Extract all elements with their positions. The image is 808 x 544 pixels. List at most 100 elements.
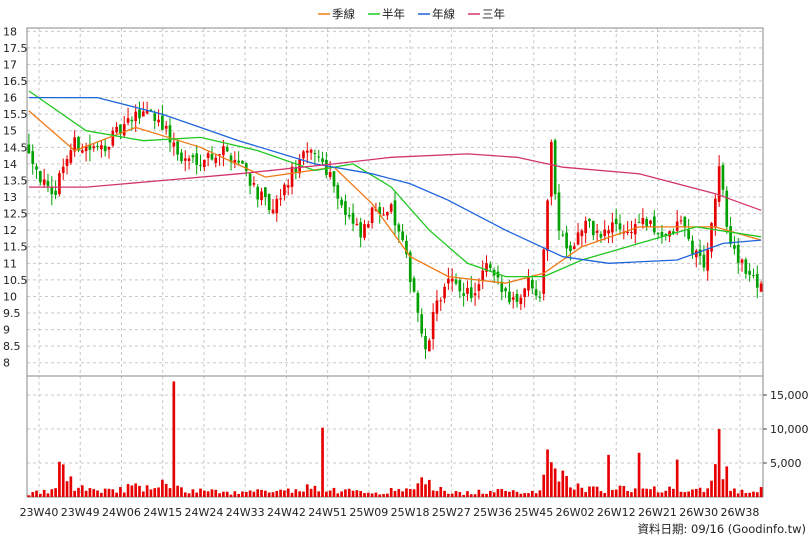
volume-bar (290, 492, 294, 497)
candle-body (633, 224, 637, 235)
volume-bar (466, 491, 469, 497)
candle-body (340, 199, 343, 206)
candle-body (363, 224, 366, 238)
volume-bar (332, 487, 336, 497)
candle-body (168, 125, 172, 143)
volume-bar (420, 477, 424, 497)
volume-bar (515, 491, 519, 497)
candle-body (630, 232, 633, 234)
volume-bar (504, 490, 507, 497)
volume-bar (439, 486, 443, 497)
candle-body (267, 193, 271, 211)
volume-bar (172, 381, 176, 497)
volume-bar (122, 492, 126, 497)
volume-bar (443, 490, 446, 497)
price-tick-label: 15 (3, 125, 17, 138)
candle-body (141, 111, 145, 117)
volume-bar (210, 489, 214, 497)
candle-body (485, 263, 488, 272)
candle-body (191, 155, 195, 158)
volume-bar (622, 486, 626, 497)
candle-body (611, 222, 614, 233)
volume-bar (672, 488, 675, 497)
volume-bar (157, 487, 160, 497)
candle-body (576, 232, 580, 245)
volume-bar (161, 479, 164, 497)
candle-body (713, 198, 717, 227)
volume-bar (218, 493, 221, 497)
candle-body (313, 152, 317, 154)
volume-bar (569, 487, 572, 497)
candle-body (538, 296, 542, 298)
candle-body (50, 187, 54, 195)
candle-body (65, 159, 69, 166)
legend-label: 季線 (332, 7, 355, 21)
date-tick-label: 26W30 (679, 506, 718, 519)
candle-body (740, 259, 744, 263)
volume-bar (256, 489, 260, 497)
volume-bar (294, 489, 298, 497)
candle-body (248, 173, 252, 186)
plot-frame (26, 27, 764, 498)
volume-bar (309, 488, 313, 497)
volume-bar (511, 490, 515, 497)
volume-bar (141, 491, 145, 497)
volume-bar (325, 491, 328, 497)
candle-body (130, 119, 134, 122)
volume-bar (492, 492, 496, 497)
date-tick-label: 24W33 (226, 506, 265, 519)
volume-bar (599, 491, 603, 497)
date-tick-label: 25W09 (349, 506, 388, 519)
volume-bar (557, 481, 561, 497)
date-tick-label: 26W12 (597, 506, 636, 519)
candle-body (298, 158, 301, 174)
candle-body (698, 249, 702, 256)
price-tick-label: 11.5 (3, 241, 28, 254)
volume-bar (645, 488, 649, 497)
candle-body (694, 250, 698, 258)
candle-body (210, 153, 214, 160)
candle-body (664, 233, 668, 236)
volume-bar (279, 489, 282, 497)
candle-body (225, 146, 229, 152)
candle-body (668, 231, 671, 237)
date-tick-label: 24W42 (267, 506, 306, 519)
volume-bar (393, 490, 397, 497)
volume-bar (668, 486, 671, 497)
date-tick-label: 24W24 (184, 506, 223, 519)
volume-bar (584, 492, 588, 497)
candle-body (264, 187, 267, 198)
legend-label: 年線 (432, 7, 455, 21)
volume-bar (77, 487, 80, 497)
volume-bar (176, 485, 179, 497)
candle-body (466, 287, 469, 294)
candle-body (96, 145, 99, 147)
price-tick-label: 12.5 (3, 208, 28, 221)
candle-body (290, 166, 294, 187)
volume-bar (351, 490, 355, 497)
candle-body (119, 124, 122, 135)
candle-body (397, 224, 401, 232)
candle-body (645, 218, 649, 228)
volume-bar (191, 489, 195, 497)
candle-body (153, 113, 157, 121)
volume-bar (591, 486, 595, 497)
price-tick-label: 16 (3, 92, 17, 105)
volume-plot-frame (26, 375, 764, 498)
candle-body (748, 270, 751, 275)
volume-bar (611, 489, 614, 497)
price-tick-label: 10.5 (3, 274, 28, 287)
volume-bar (656, 492, 660, 497)
candle-body (656, 233, 660, 235)
candle-body (405, 240, 408, 255)
volume-bar (447, 493, 450, 497)
volume-bar (149, 489, 153, 497)
candle-body (550, 142, 553, 197)
volume-bar (706, 488, 710, 497)
candle-body (222, 146, 225, 156)
volume-bar (477, 489, 481, 497)
volume-tick-label: 5,000 (770, 457, 802, 470)
volume-bar (683, 492, 687, 497)
volume-bar (740, 489, 744, 497)
